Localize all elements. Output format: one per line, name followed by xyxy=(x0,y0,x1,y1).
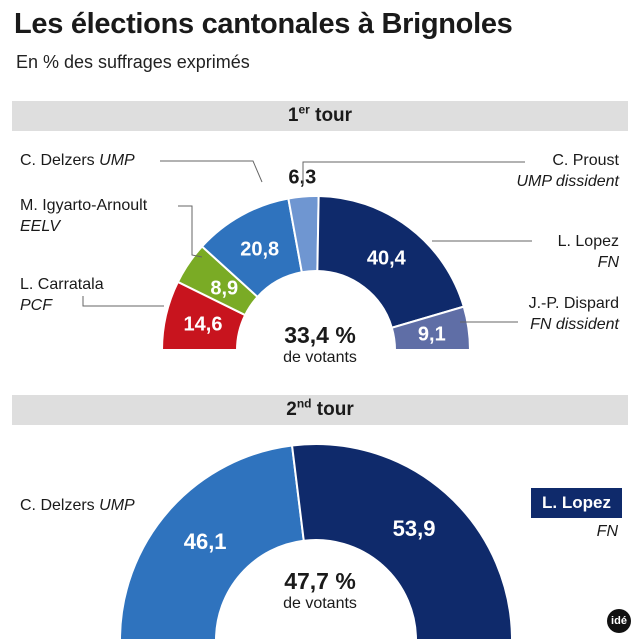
round2-band: 2nd tour xyxy=(12,395,628,425)
r1-carratala-name: L. Carratala xyxy=(20,276,104,293)
leader-carratala xyxy=(82,296,164,307)
r1-label-proust: C. Proust UMP dissident xyxy=(516,150,619,192)
r1-label-dispard: J.-P. Dispard FN dissident xyxy=(529,293,619,335)
r1-lopez-name: L. Lopez xyxy=(557,233,619,250)
r1-dispard-name: J.-P. Dispard xyxy=(528,295,619,312)
ide-logo: idé xyxy=(607,609,631,633)
r2-delzers-name: C. Delzers xyxy=(20,497,95,514)
round1-band: 1er tour xyxy=(12,101,628,131)
r1-label-lopez: L. Lopez FN xyxy=(558,231,619,273)
r1-value-label-4: 40,4 xyxy=(367,248,407,270)
r1-lopez-party: FN xyxy=(597,254,619,271)
r2-turnout-label: de votants xyxy=(283,595,357,612)
r1-label-delzers: C. Delzers UMP xyxy=(20,150,135,171)
r1-value-label-3: 6,3 xyxy=(288,167,316,189)
r1-label-carratala: L. Carratala PCF xyxy=(20,274,104,316)
r1-slice-5 xyxy=(390,305,472,351)
r2-turnout: 47,7 % de votants xyxy=(250,568,390,614)
round1-label-sup: er xyxy=(298,102,310,117)
r1-donut: 14,6 8,920,8 6,3 40,4 9,1 xyxy=(160,167,472,351)
r1-value-label-0: 14,6 xyxy=(184,314,223,336)
r2-label-delzers: C. Delzers UMP xyxy=(20,495,135,516)
r1-carratala-party: PCF xyxy=(20,297,52,314)
r2-donut: 46,1 53,9 xyxy=(118,443,514,640)
leader-igyarto xyxy=(178,205,203,258)
r1-proust-party: UMP dissident xyxy=(516,173,619,190)
r1-proust-name: C. Proust xyxy=(552,152,619,169)
r1-delzers-name: C. Delzers xyxy=(20,152,95,169)
r2-slice-0 xyxy=(118,444,305,640)
r2-winner-party: FN xyxy=(596,523,618,540)
leader-delzers xyxy=(160,160,263,183)
round2-label-word: tour xyxy=(311,399,354,420)
r1-value-label-1: 8,9 xyxy=(210,278,238,300)
leader-proust xyxy=(302,161,525,185)
round2-label-num: 2 xyxy=(286,399,297,420)
r1-delzers-party: UMP xyxy=(99,152,135,169)
r1-turnout-label: de votants xyxy=(283,349,357,366)
r2-winner-badge: L. Lopez xyxy=(531,488,622,518)
r2-value-label-1: 53,9 xyxy=(393,516,436,541)
r1-turnout: 33,4 % de votants xyxy=(250,322,390,368)
r1-igyarto-party: EELV xyxy=(20,218,61,235)
r2-slice-1 xyxy=(290,443,514,640)
r2-delzers-party: UMP xyxy=(99,497,135,514)
r1-value-label-2: 20,8 xyxy=(240,239,279,261)
r1-label-igyarto: M. Igyarto-Arnoult EELV xyxy=(20,195,147,237)
r1-igyarto-name: M. Igyarto-Arnoult xyxy=(20,197,148,214)
r1-slice-4 xyxy=(316,195,466,329)
round1-label-num: 1 xyxy=(287,105,299,126)
r1-value-label-5: 9,1 xyxy=(418,323,446,345)
chart-title: Les élections cantonales à Brignoles xyxy=(14,8,513,40)
r2-turnout-value: 47,7 % xyxy=(284,568,356,594)
r2-value-label-0: 46,1 xyxy=(184,529,227,554)
round1-label-word: tour xyxy=(309,105,353,126)
chart-subtitle: En % des suffrages exprimés xyxy=(16,52,250,72)
round2-label-sup: nd xyxy=(296,396,312,411)
r1-dispard-party: FN dissident xyxy=(530,316,619,333)
r1-turnout-value: 33,4 % xyxy=(284,322,356,348)
